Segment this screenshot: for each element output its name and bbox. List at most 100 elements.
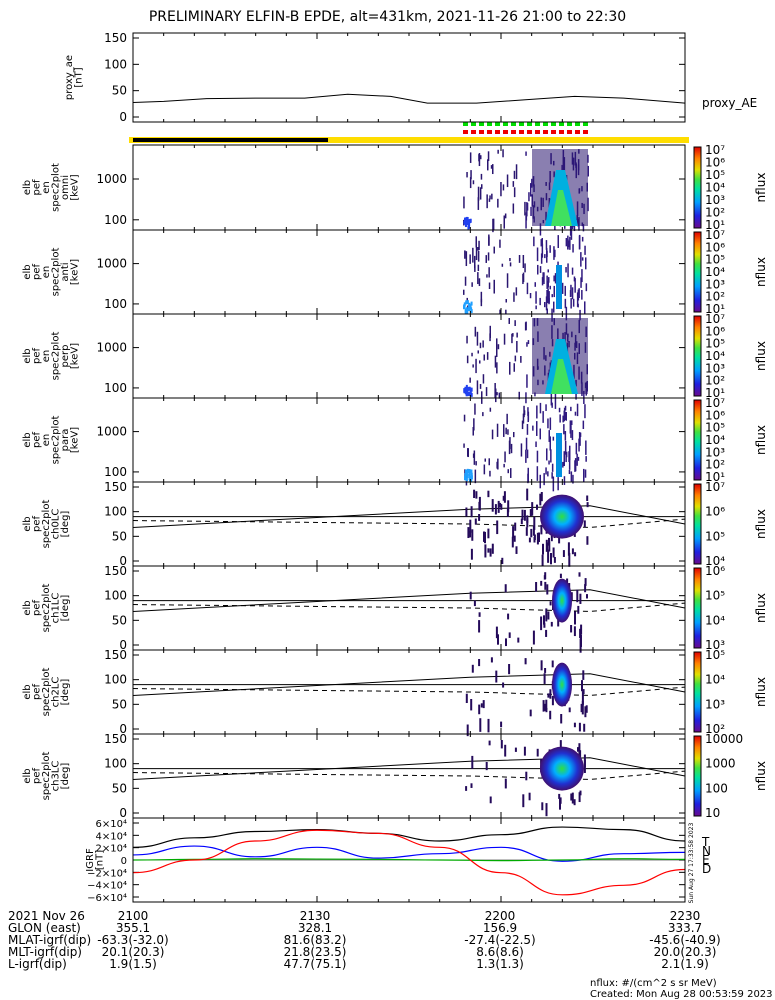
pitch-pixel xyxy=(470,506,473,518)
quality-flag-green xyxy=(551,122,556,126)
spectrogram-pixel xyxy=(547,471,549,477)
pitch-pixel xyxy=(582,670,585,680)
pitch-pixel xyxy=(541,554,544,566)
spectrogram-pixel xyxy=(547,288,549,304)
panel-ylabel-line: elb xyxy=(22,600,33,615)
spectrogram-pixel xyxy=(496,392,498,396)
pitch-pixel xyxy=(514,522,517,531)
spectrogram-pixel xyxy=(522,273,524,285)
pitch-pixel xyxy=(570,625,573,633)
spectrogram-pixel xyxy=(563,424,565,435)
spectrogram-pixel xyxy=(534,282,536,287)
pitch-pixel xyxy=(473,489,476,499)
spectrogram-pixel xyxy=(546,448,548,461)
pitch-pixel xyxy=(497,500,500,513)
quality-flag-green xyxy=(463,122,468,126)
pitch-pixel xyxy=(507,613,510,620)
spectrogram-pixel xyxy=(512,181,515,187)
quality-flag-red xyxy=(479,130,484,134)
colorbar xyxy=(693,483,702,565)
spectrogram-pixel xyxy=(508,318,510,324)
spectrogram-pixel xyxy=(512,333,514,337)
quality-flag-green xyxy=(487,122,492,126)
spectrogram-pixel xyxy=(546,275,548,289)
pitch-pixel xyxy=(579,790,582,796)
panel-ylabel-line: spec2plot xyxy=(41,500,52,549)
spectrogram-pixel xyxy=(539,266,542,273)
spectrogram-pixel xyxy=(536,421,538,436)
spectrogram-pixel-low xyxy=(469,387,472,392)
pitch-pixel xyxy=(547,549,550,563)
pitch-pixel xyxy=(581,691,584,705)
colorbar-label: nflux xyxy=(754,257,768,287)
panel-frame xyxy=(132,313,686,399)
pitch-pixel xyxy=(577,605,580,614)
pitch-pixel xyxy=(495,626,498,639)
quality-flag-green xyxy=(567,122,572,126)
spectrogram-pixel xyxy=(488,458,490,466)
pitch-pixel xyxy=(545,539,548,552)
footer-row-value: 355.1 xyxy=(116,921,150,935)
pitch-pixel xyxy=(504,584,507,593)
pitch-pixel xyxy=(538,532,540,542)
spectrogram-pixel xyxy=(506,273,509,288)
spectrogram-pixel xyxy=(475,236,477,248)
colorbar-label: nflux xyxy=(754,593,768,623)
footer-row-value: 156.9 xyxy=(483,921,517,935)
pitch-pixel xyxy=(482,700,485,709)
igrf-legend-N: N xyxy=(702,844,711,858)
pitch-pixel xyxy=(546,584,549,595)
colorbar xyxy=(693,315,702,397)
pitch-hotspot xyxy=(540,494,584,539)
y-tick-label: 150 xyxy=(104,732,127,746)
pitch-pixel xyxy=(525,527,528,536)
proxy-ae-series-label: proxy_AE xyxy=(702,96,757,110)
panel-ylabel-line: elb xyxy=(22,264,33,279)
pitch-pixel xyxy=(583,520,586,528)
spectrogram-pixel xyxy=(552,476,555,492)
pitch-pixel xyxy=(579,639,582,653)
spectrogram-pixel xyxy=(569,290,572,298)
colorbar-tick-label: 10⁴ xyxy=(705,181,725,195)
panel-ylabel-line: spec2plot xyxy=(51,163,62,212)
spectrogram-pixel xyxy=(572,298,575,307)
footer-row-label: GLON (east) xyxy=(8,921,81,935)
pitch-pixel xyxy=(568,707,571,713)
spectrogram-pixel xyxy=(531,178,533,188)
igrf-legend-E: E xyxy=(702,853,710,867)
spectrogram-pixel xyxy=(572,474,574,484)
spectrogram-pixel xyxy=(564,431,567,441)
spectrogram-pixel xyxy=(525,437,528,451)
panel-ylabel-line: pef xyxy=(32,179,43,196)
spectrogram-pixel xyxy=(557,477,559,491)
colorbar-tick-label: 10³ xyxy=(705,697,725,711)
spectrogram-pixel xyxy=(476,380,479,395)
pitch-pixel xyxy=(551,695,554,706)
spectrogram-pixel xyxy=(545,240,548,250)
spectrogram-pixel xyxy=(493,279,495,294)
spectrogram-pixel xyxy=(563,451,565,467)
colorbar-tick-label: 10⁵ xyxy=(705,589,725,603)
colorbar-tick-label: 10⁴ xyxy=(705,349,725,363)
quality-flag-red xyxy=(583,130,588,134)
spectrogram-pixel xyxy=(583,468,585,483)
spectrogram-pixel xyxy=(469,177,472,189)
spectrogram-pixel-low xyxy=(466,387,469,392)
pitch-pixel xyxy=(478,612,481,617)
spectrogram-pixel xyxy=(526,449,529,459)
spectrogram-pixel xyxy=(472,453,475,458)
spectrogram-pixel xyxy=(551,463,554,472)
pitch-pixel xyxy=(577,747,579,752)
panel-ylabel-line: IGRF xyxy=(85,848,96,872)
spectrogram-pixel xyxy=(578,438,580,452)
spectrogram-pixel xyxy=(499,239,501,248)
spectrogram-pixel xyxy=(474,469,477,484)
spectrogram-pixel xyxy=(547,269,549,273)
spectrogram-pixel xyxy=(497,198,499,208)
panel-ylabel-line: [deg] xyxy=(60,595,71,622)
colorbar-tick-label: 10⁶ xyxy=(705,564,725,578)
spectrogram-pixel xyxy=(489,333,491,342)
panel-ylabel-line: ch1LC xyxy=(51,593,62,624)
